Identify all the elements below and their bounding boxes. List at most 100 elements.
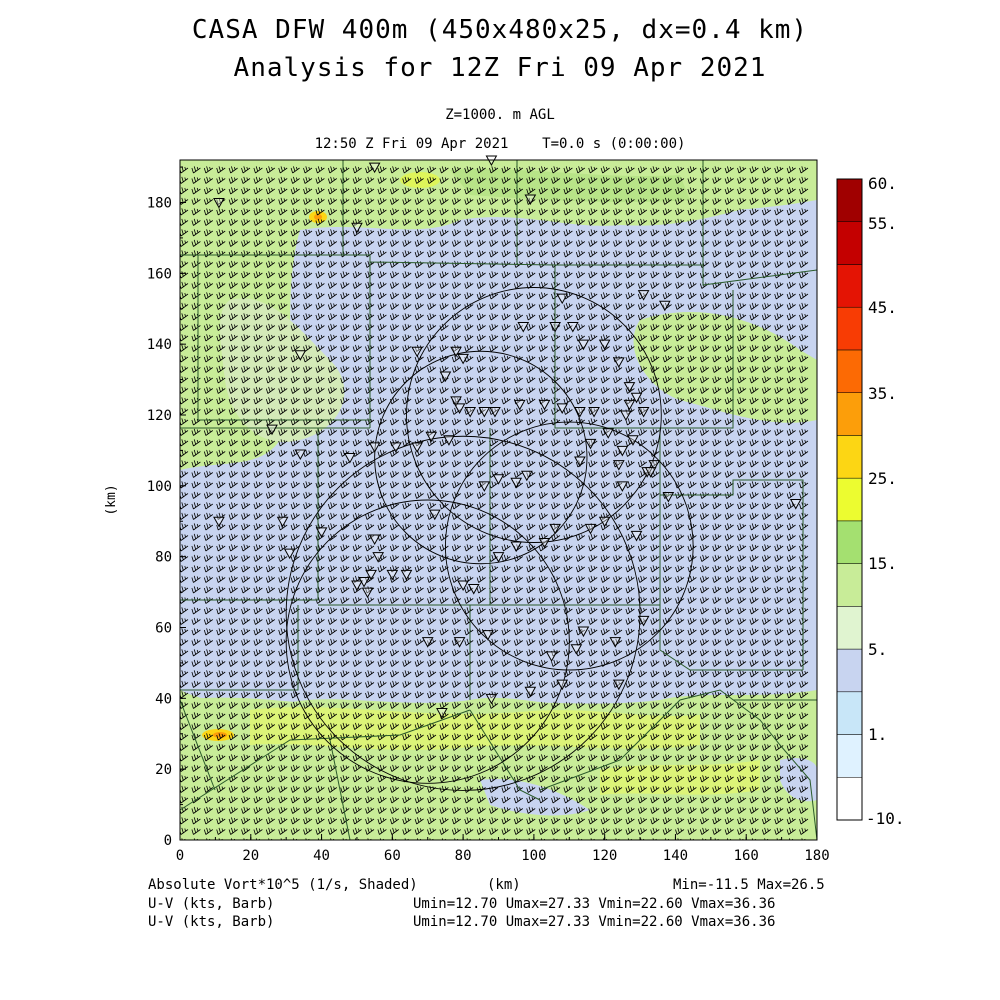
colorbar-segment: [836, 306, 863, 351]
station-marker: [598, 516, 611, 528]
station-marker: [789, 499, 802, 510]
y-tick-label: 60: [155, 621, 172, 637]
x-tick-label: 160: [734, 848, 759, 864]
colorbar-frame: [836, 178, 863, 821]
station-marker: [556, 403, 569, 414]
station-marker: [368, 162, 381, 174]
colorbar-segment: [836, 264, 863, 308]
field-label: Absolute Vort*10^5 (1/s, Shaded): [148, 877, 418, 893]
station-marker: [584, 523, 597, 535]
station-marker: [549, 321, 561, 333]
station-marker: [315, 527, 328, 538]
station-marker: [213, 516, 225, 528]
station-marker: [566, 321, 579, 333]
station-marker: [467, 584, 480, 595]
station-marker: [623, 382, 636, 393]
x-axis-unit-label: (km): [487, 877, 521, 893]
station-marker: [450, 346, 462, 358]
station-marker: [213, 198, 225, 209]
y-axis: 0 20 40 60 80 100 120 140 160 180: [147, 166, 186, 849]
station-marker: [351, 580, 363, 592]
station-marker: [411, 346, 423, 358]
y-tick-label: 80: [155, 550, 172, 566]
y-tick-label: 0: [164, 833, 172, 849]
wind-barb-field: [180, 166, 809, 840]
station-marker: [386, 569, 399, 581]
colorbar-segment: [836, 777, 863, 821]
station-marker: [517, 321, 530, 333]
x-axis: 0 20 40 60 80 100 120 140 160 180: [176, 834, 830, 864]
radar-range-rings: [285, 287, 694, 791]
station-marker: [598, 339, 611, 351]
colorbar-label: 60.: [868, 174, 897, 193]
station-marker: [577, 626, 590, 638]
valid-time-label: 12:50 Z Fri 09 Apr 2021 T=0.0 s (0:00:00…: [314, 136, 686, 152]
colorbar-label: 45.: [868, 298, 897, 317]
radar-range-ring: [285, 435, 641, 791]
station-marker: [428, 509, 441, 521]
colorbar-segment: [836, 435, 863, 479]
station-marker: [662, 491, 675, 503]
station-marker: [453, 637, 466, 648]
vorticity-shading: [180, 160, 817, 840]
y-tick-label: 160: [147, 266, 172, 282]
colorbar-segment: [836, 563, 863, 607]
station-marker: [612, 357, 625, 368]
station-marker: [545, 651, 558, 662]
wind-barb-label-1: U-V (kts, Barb): [148, 896, 275, 912]
colorbar-label: 25.: [868, 469, 897, 488]
colorbar-segment: [836, 477, 863, 522]
station-marker: [510, 541, 523, 553]
colorbar-segment: [836, 178, 863, 222]
y-axis-label: (km): [104, 484, 119, 515]
y-tick-label: 140: [147, 337, 172, 353]
station-marker: [637, 615, 650, 627]
y-tick-label: 40: [155, 691, 172, 707]
wind-barb-label-2: U-V (kts, Barb): [148, 914, 275, 930]
colorbar-segment: [836, 734, 863, 778]
station-marker: [492, 552, 505, 563]
x-tick-label: 40: [313, 848, 330, 864]
station-marker: [450, 396, 462, 407]
station-marker: [478, 406, 491, 418]
station-marker: [457, 353, 469, 365]
station-marker: [520, 470, 533, 482]
station-marker: [630, 392, 643, 404]
station-marker: [283, 548, 296, 560]
station-marker: [524, 194, 537, 205]
radar-range-ring: [374, 350, 588, 565]
station-marker: [602, 428, 615, 439]
x-tick-label: 180: [804, 848, 829, 864]
wind-stats-1: Umin=12.70 Umax=27.33 Vmin=22.60 Vmax=36…: [413, 896, 776, 912]
station-marker: [556, 293, 569, 305]
station-marker: [630, 530, 643, 542]
station-marker: [616, 481, 629, 492]
y-tick-label: 100: [147, 479, 172, 495]
station-marker: [489, 406, 501, 418]
station-marker: [492, 474, 505, 485]
colorbar-segment: [836, 520, 863, 564]
station-marker: [425, 431, 438, 443]
level-label: Z=1000. m AGL: [445, 107, 555, 123]
station-marker: [344, 453, 356, 464]
station-marker: [574, 406, 586, 418]
station-marker: [570, 644, 583, 655]
colorbar: 60. 55. 45. 35. 25. 15. 5. 1. -10.: [836, 174, 905, 828]
station-marker: [351, 222, 363, 234]
station-marker: [612, 460, 625, 471]
station-marker: [612, 679, 625, 691]
station-marker: [453, 403, 466, 414]
wind-barbs: [180, 166, 809, 840]
x-tick-label: 20: [242, 848, 259, 864]
colorbar-segment: [836, 349, 863, 393]
station-marker: [411, 442, 423, 453]
colorbar-label: 35.: [868, 384, 897, 403]
station-marker: [368, 442, 381, 453]
station-marker: [368, 534, 381, 545]
x-tick-label: 120: [592, 848, 617, 864]
station-marker: [658, 300, 671, 312]
station-marker: [390, 442, 402, 453]
figure-title: CASA DFW 400m (450x480x25, dx=0.4 km): [191, 15, 809, 45]
colorbar-segment: [836, 648, 863, 693]
station-marker: [584, 438, 597, 450]
